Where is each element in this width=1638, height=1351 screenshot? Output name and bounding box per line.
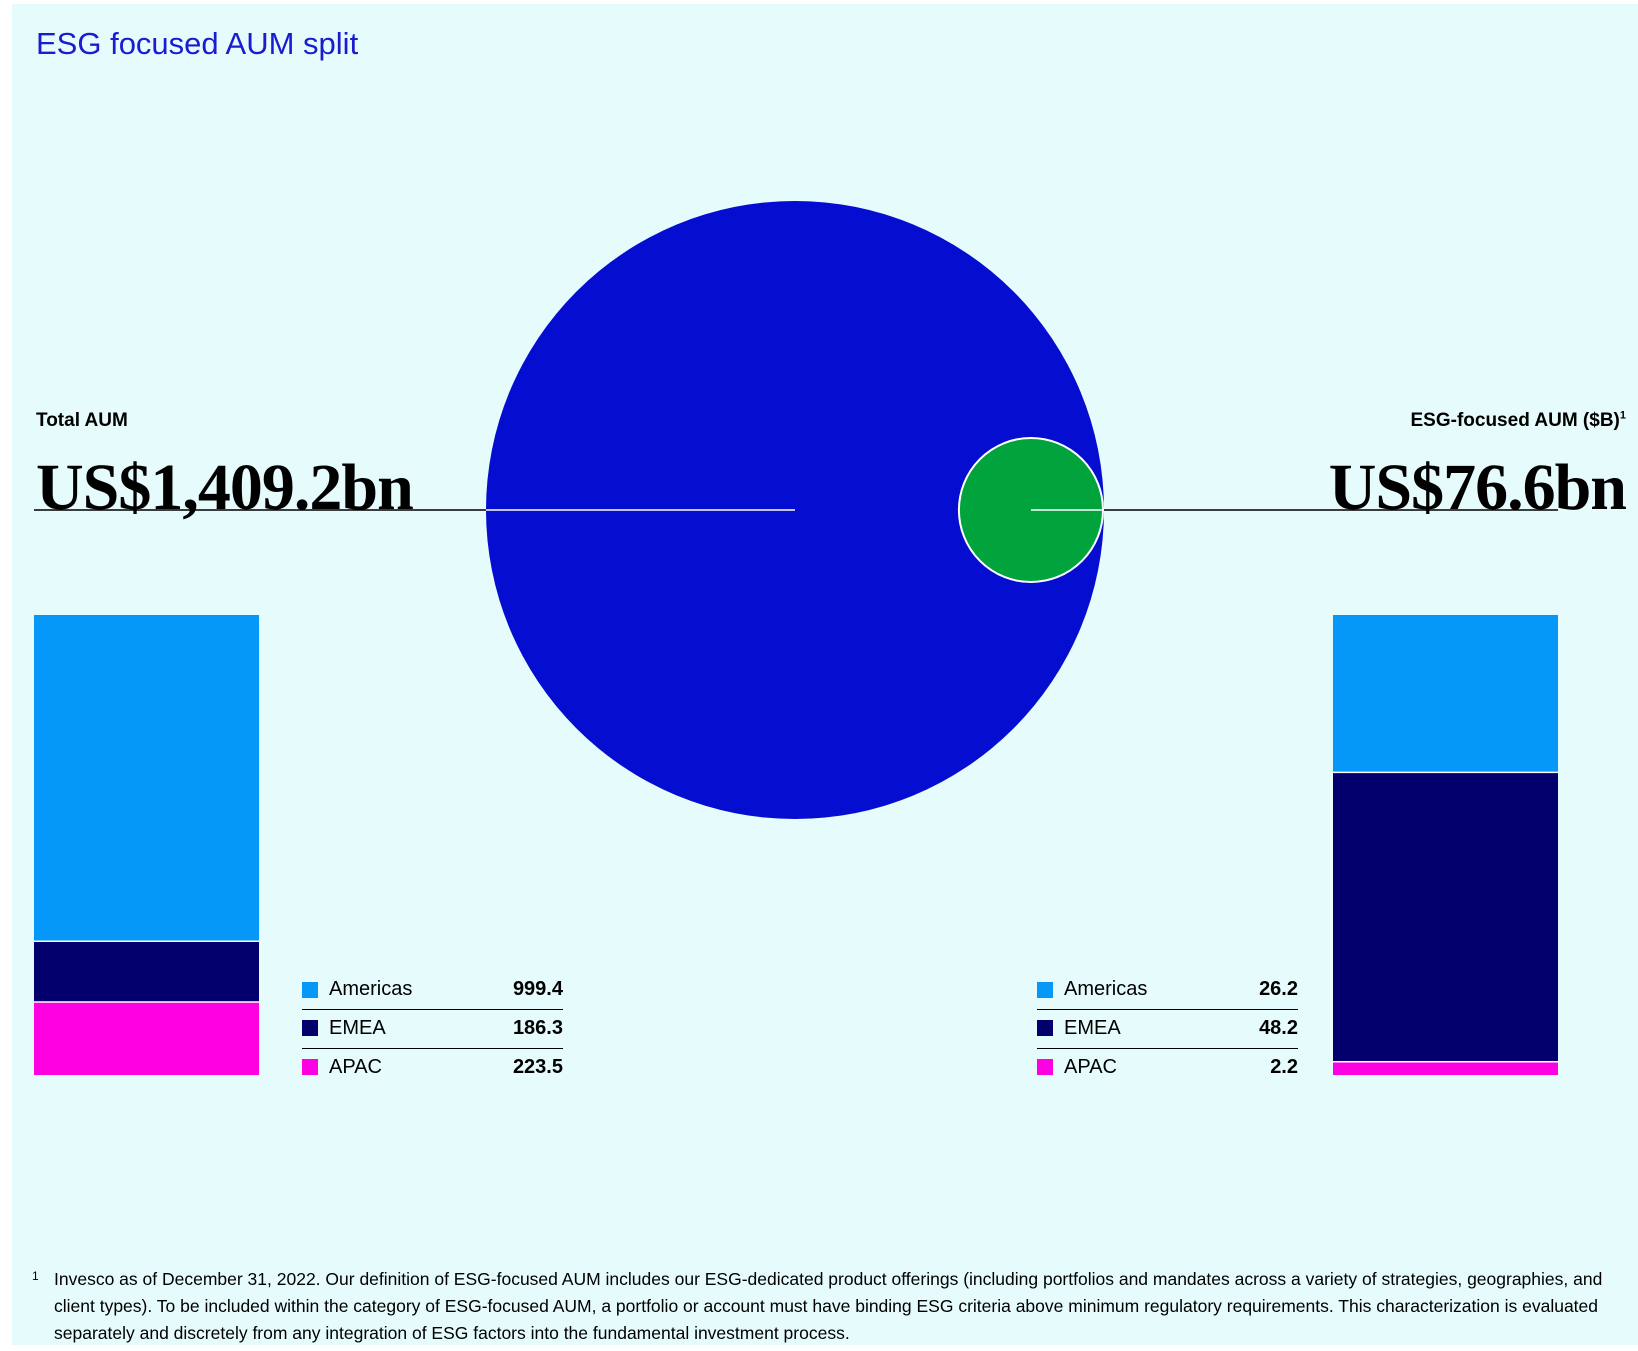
esg-aum-footnote-ref: 1 <box>1619 409 1626 422</box>
total-legend-swatch-apac <box>302 1059 318 1075</box>
total-legend-value: 223.5 <box>512 1055 563 1078</box>
total-legend-name: EMEA <box>329 1016 386 1039</box>
total-bar-emea <box>34 941 259 1003</box>
total-legend-value: 999.4 <box>512 978 563 1000</box>
esg-legend-row-apac: APAC 2.2 <box>1037 1047 1298 1087</box>
esg-legend-swatch-apac <box>1037 1059 1053 1075</box>
total-legend-row-apac: APAC 223.5 <box>302 1047 563 1087</box>
esg-legend-value: 26.2 <box>1259 978 1298 1000</box>
page-title: ESG focused AUM split <box>36 26 359 61</box>
esg-legend-value: 2.2 <box>1270 1055 1298 1078</box>
esg-legend-swatch-emea <box>1037 1020 1053 1036</box>
total-aum-value: US$1,409.2bn <box>36 451 414 524</box>
total-bar-americas <box>34 615 259 942</box>
footnote-text: Invesco as of December 31, 2022. Our def… <box>54 1269 1603 1343</box>
total-legend-name: Americas <box>329 978 413 1000</box>
total-legend-row-americas: Americas 999.4 <box>302 970 563 1010</box>
total-bar-apac <box>34 1002 259 1075</box>
esg-legend-name: EMEA <box>1064 1016 1121 1039</box>
esg-legend-name: Americas <box>1064 978 1148 1000</box>
esg-legend-value: 48.2 <box>1259 1016 1298 1039</box>
esg-bar-americas <box>1333 615 1558 773</box>
total-aum-label: Total AUM <box>36 410 128 431</box>
total-legend-swatch-americas <box>302 981 318 998</box>
esg-aum-value: US$76.6bn <box>1328 451 1627 524</box>
total-legend-row-emea: EMEA 186.3 <box>302 1009 563 1049</box>
total-legend-swatch-emea <box>302 1020 318 1036</box>
footnote: 1 Invesco as of December 31, 2022. Our d… <box>32 1266 1627 1347</box>
esg-legend-name: APAC <box>1064 1055 1117 1078</box>
esg-legend-swatch-americas <box>1037 981 1053 998</box>
esg-bar-apac <box>1333 1061 1558 1075</box>
esg-aum-label-text: ESG-focused AUM ($B) <box>1410 410 1620 431</box>
total-legend-name: APAC <box>329 1055 382 1078</box>
esg-bar-emea <box>1333 772 1558 1062</box>
total-legend-value: 186.3 <box>512 1016 563 1039</box>
esg-aum-label: ESG-focused AUM ($B)1 <box>1411 410 1627 432</box>
footnote-mark: 1 <box>32 1269 39 1283</box>
esg-legend-row-emea: EMEA 48.2 <box>1037 1009 1298 1049</box>
esg-legend-row-americas: Americas 26.2 <box>1037 970 1298 1010</box>
